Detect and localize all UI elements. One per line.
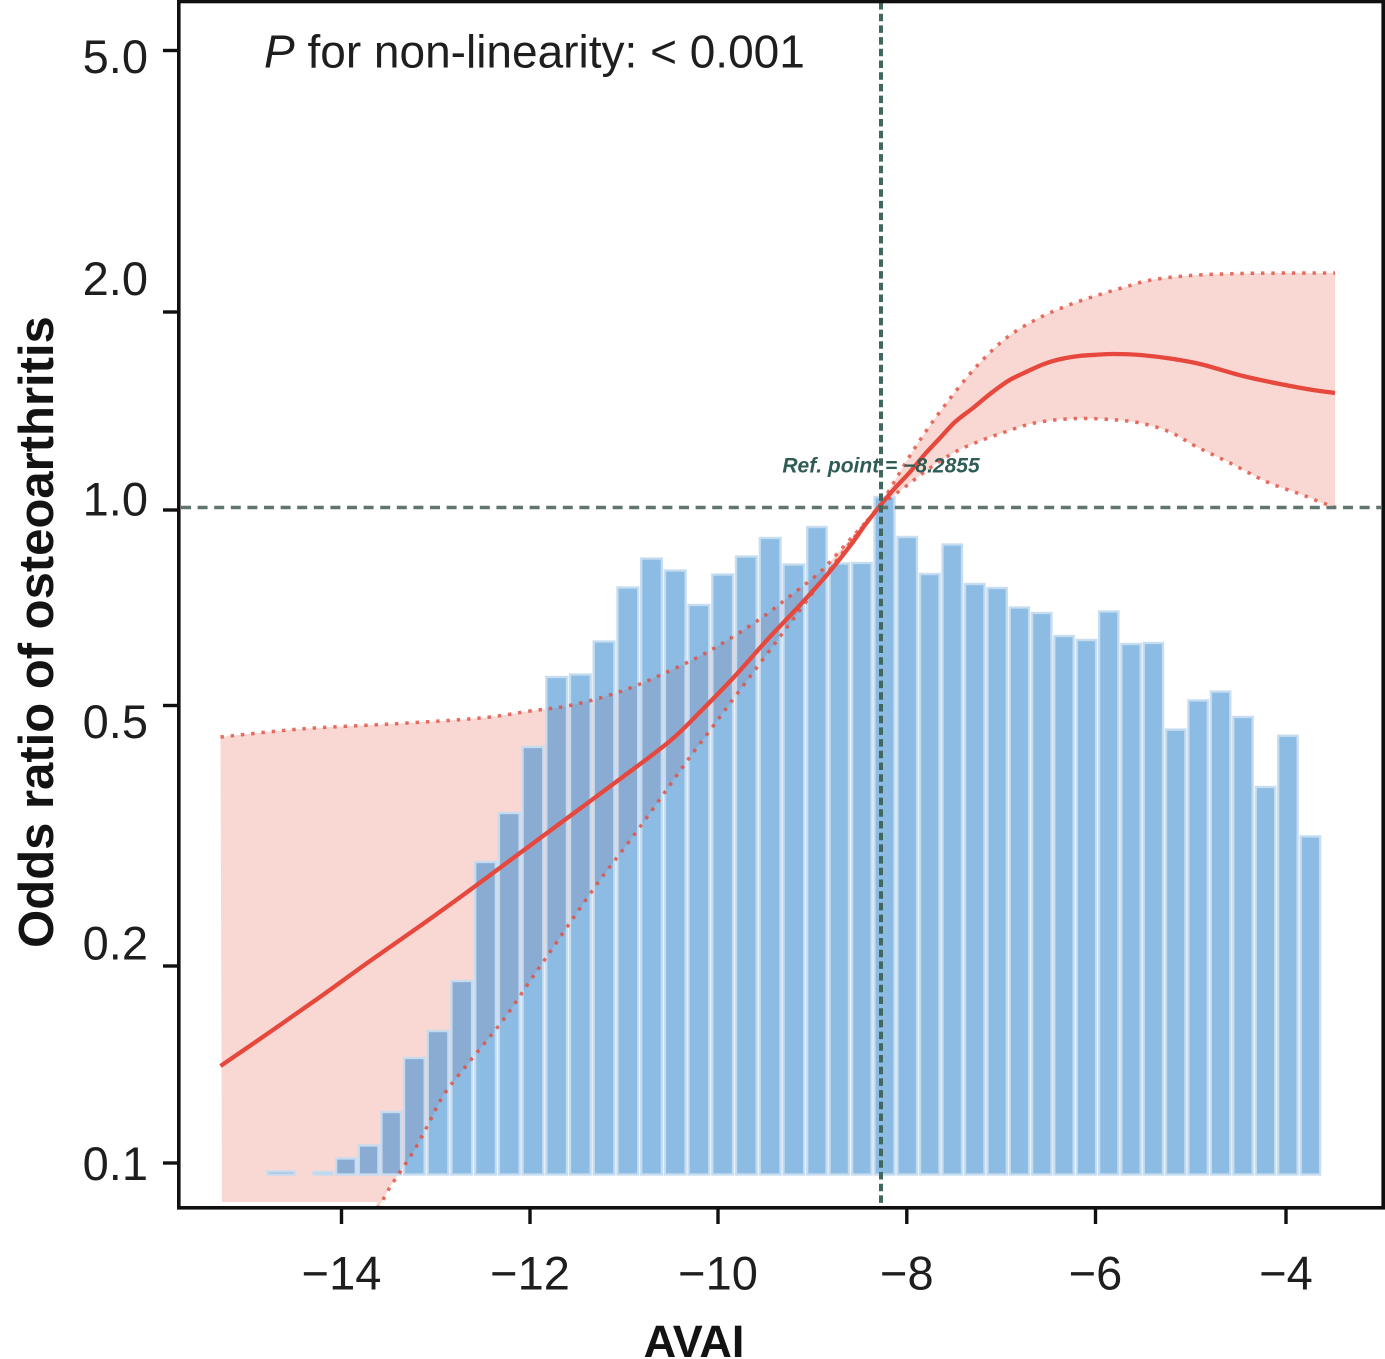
svg-text:−8: −8 <box>880 1247 934 1300</box>
svg-text:Ref. point = −8.2855: Ref. point = −8.2855 <box>782 455 980 478</box>
svg-text:1.0: 1.0 <box>83 473 148 526</box>
svg-text:5.0: 5.0 <box>83 30 148 83</box>
svg-text:−4: −4 <box>1259 1247 1313 1300</box>
svg-text:0.5: 0.5 <box>83 695 148 748</box>
svg-text:−10: −10 <box>678 1247 758 1300</box>
svg-text:−12: −12 <box>490 1247 570 1300</box>
svg-text:AVAI: AVAI <box>644 1316 745 1359</box>
svg-text:−14: −14 <box>302 1247 382 1300</box>
svg-text:0.1: 0.1 <box>83 1137 148 1190</box>
svg-text:0.2: 0.2 <box>83 917 148 970</box>
svg-text:Odds ratio of osteoarthritis: Odds ratio of osteoarthritis <box>10 316 64 948</box>
svg-text:−6: −6 <box>1069 1247 1123 1300</box>
svg-text:P for non-linearity: < 0.001: P for non-linearity: < 0.001 <box>264 26 805 78</box>
svg-text:2.0: 2.0 <box>83 252 148 305</box>
